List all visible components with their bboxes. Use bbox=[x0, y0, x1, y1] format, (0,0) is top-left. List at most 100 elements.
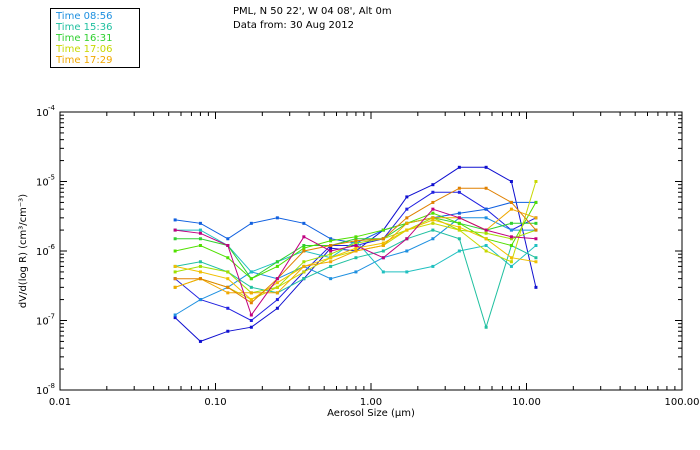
data-point bbox=[457, 221, 461, 225]
data-point bbox=[457, 186, 461, 190]
data-point bbox=[226, 243, 230, 247]
data-point bbox=[249, 298, 253, 302]
data-point bbox=[534, 200, 538, 204]
data-point bbox=[381, 256, 385, 260]
data-point bbox=[249, 325, 253, 329]
data-point bbox=[173, 237, 177, 241]
y-tick-base: 10 bbox=[36, 108, 49, 119]
data-point bbox=[275, 277, 279, 281]
data-point bbox=[381, 237, 385, 241]
y-tick-base: 10 bbox=[36, 317, 49, 328]
data-point bbox=[431, 228, 435, 232]
x-axis-label: Aerosol Size (µm) bbox=[327, 408, 415, 419]
data-point bbox=[302, 270, 306, 274]
data-point bbox=[431, 218, 435, 222]
data-point bbox=[354, 270, 358, 274]
y-tick-exponent: -7 bbox=[48, 313, 55, 321]
data-point bbox=[431, 216, 435, 220]
data-point bbox=[198, 270, 202, 274]
data-point bbox=[226, 329, 230, 333]
series-s14 bbox=[173, 207, 538, 317]
data-point bbox=[534, 180, 538, 183]
data-point bbox=[329, 249, 333, 253]
data-point bbox=[484, 243, 488, 247]
data-point bbox=[509, 200, 513, 204]
data-point bbox=[275, 306, 279, 310]
plot-area bbox=[59, 111, 683, 391]
data-point bbox=[354, 239, 358, 243]
data-point bbox=[302, 246, 306, 250]
data-point bbox=[198, 298, 202, 302]
data-point bbox=[431, 183, 435, 187]
data-point bbox=[173, 264, 177, 268]
data-point bbox=[484, 237, 488, 241]
data-point bbox=[249, 301, 253, 305]
data-point bbox=[302, 221, 306, 225]
data-point bbox=[226, 237, 230, 241]
data-point bbox=[329, 237, 333, 241]
data-point bbox=[173, 228, 177, 232]
chart-title-location: PML, N 50 22', W 04 08', Alt 0m bbox=[233, 6, 392, 17]
data-point bbox=[249, 277, 253, 281]
data-point bbox=[534, 228, 538, 232]
data-point bbox=[173, 218, 177, 222]
data-point bbox=[534, 243, 538, 247]
y-tick-exponent: -6 bbox=[48, 243, 56, 251]
data-point bbox=[484, 325, 488, 329]
data-point bbox=[226, 270, 230, 274]
data-point bbox=[302, 235, 306, 239]
y-tick-label: 10 -4 bbox=[36, 104, 56, 119]
data-point bbox=[329, 252, 333, 256]
data-point bbox=[329, 277, 333, 281]
data-point bbox=[275, 298, 279, 302]
data-point bbox=[534, 256, 538, 260]
data-point bbox=[329, 243, 333, 247]
x-tick-label: 0.01 bbox=[49, 397, 71, 408]
data-point bbox=[249, 221, 253, 225]
data-point bbox=[457, 211, 461, 215]
data-point bbox=[484, 165, 488, 169]
data-point bbox=[509, 256, 513, 260]
data-point bbox=[457, 225, 461, 229]
y-tick-label: 10 -8 bbox=[36, 382, 55, 397]
data-point bbox=[484, 186, 488, 190]
data-point bbox=[405, 221, 409, 225]
legend-entry-1631: Time 16:31 bbox=[56, 33, 113, 44]
data-point bbox=[405, 270, 409, 274]
data-point bbox=[381, 249, 385, 253]
data-point bbox=[457, 216, 461, 220]
data-point bbox=[457, 228, 461, 232]
data-point bbox=[173, 277, 177, 281]
series-layer bbox=[173, 165, 538, 343]
data-point bbox=[173, 313, 177, 317]
data-point bbox=[275, 260, 279, 264]
data-point bbox=[173, 270, 177, 274]
legend-entry-1729: Time 17:29 bbox=[56, 55, 113, 66]
axis-ticks bbox=[59, 112, 682, 391]
data-point bbox=[405, 228, 409, 232]
data-point bbox=[431, 200, 435, 204]
data-point bbox=[431, 237, 435, 241]
data-point bbox=[329, 264, 333, 268]
data-point bbox=[457, 165, 461, 169]
data-point bbox=[198, 339, 202, 343]
data-point bbox=[509, 260, 513, 264]
y-tick-base: 10 bbox=[36, 247, 49, 258]
data-point bbox=[354, 246, 358, 250]
data-point bbox=[226, 306, 230, 310]
data-point bbox=[302, 264, 306, 268]
data-point bbox=[509, 264, 513, 268]
data-point bbox=[534, 221, 538, 225]
data-point bbox=[302, 260, 306, 264]
legend-entry-0855: Time 08:56 bbox=[56, 11, 113, 22]
data-point bbox=[173, 316, 177, 320]
data-point bbox=[431, 221, 435, 225]
series-s13 bbox=[173, 186, 538, 305]
data-point bbox=[198, 243, 202, 247]
data-point bbox=[381, 228, 385, 232]
data-point bbox=[431, 264, 435, 268]
x-tick-label: 10.00 bbox=[512, 397, 541, 408]
data-point bbox=[329, 246, 333, 250]
